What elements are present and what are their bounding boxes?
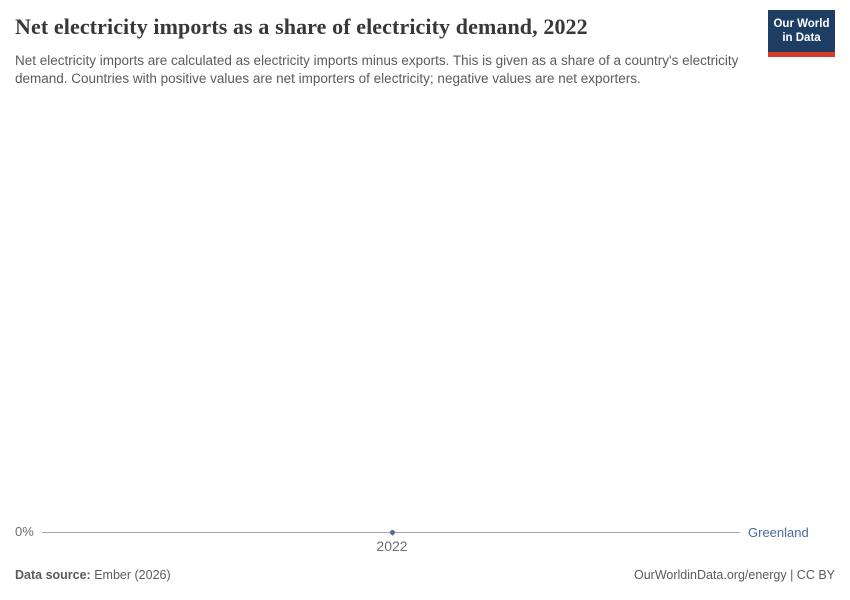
data-source-note: Data source: Ember (2026) xyxy=(15,568,171,582)
chart-subtitle: Net electricity imports are calculated a… xyxy=(15,53,739,86)
data-source-label: Data source: xyxy=(15,568,91,582)
data-point-greenland[interactable] xyxy=(390,530,395,535)
chart-footer: Data source: Ember (2026) OurWorldinData… xyxy=(15,568,835,582)
x-axis-tick-label: 2022 xyxy=(376,538,408,554)
plot-area xyxy=(0,110,850,530)
owid-logo-line2: in Data xyxy=(782,32,821,45)
owid-url-license-note[interactable]: OurWorldinData.org/energy | CC BY xyxy=(633,568,835,582)
owid-logo-line1: Our World xyxy=(773,18,830,30)
owid-logo[interactable]: Our World in Data xyxy=(768,10,835,57)
data-source-value: Ember (2026) xyxy=(90,568,171,582)
entity-label-greenland[interactable]: Greenland xyxy=(748,525,809,540)
y-axis-zero-label: 0% xyxy=(15,524,34,539)
chart-title: Net electricity imports as a share of el… xyxy=(15,14,588,39)
